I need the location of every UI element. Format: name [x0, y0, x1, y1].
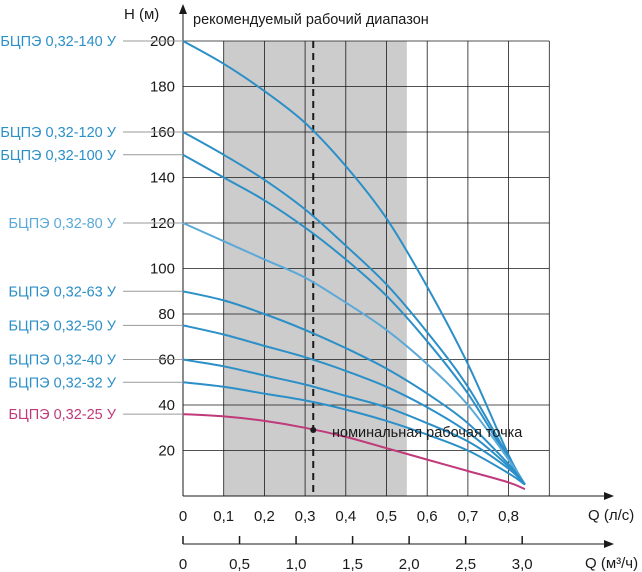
range-band-label: рекомендуемый рабочий диапазон: [193, 12, 429, 28]
series-label: БЦПЭ 0,32-63 У: [8, 284, 116, 300]
y-tick-label: 100: [150, 261, 175, 278]
grid-layer: [183, 40, 550, 496]
x2-tick-label: 3,0: [512, 556, 533, 572]
series-line: [182, 290, 526, 486]
series-line: [182, 324, 526, 486]
series-line: [182, 131, 526, 486]
x-tick-label: 0,6: [417, 508, 438, 525]
y-tick-label: 40: [158, 397, 175, 414]
x2-tick-label: 0,5: [229, 556, 250, 572]
y-tick-label: 20: [158, 443, 175, 460]
y-tick-label: 80: [158, 306, 175, 323]
x-tick-label: 0,3: [295, 508, 316, 525]
x-axis-arrow: [604, 492, 614, 500]
series-label: БЦПЭ 0,32-25 У: [8, 407, 116, 423]
labels-layer: БЦПЭ 0,32-140 У БЦПЭ 0,32-120 У БЦПЭ 0,32-…: [0, 34, 317, 434]
x2-axis-title: Q (м³/ч): [585, 555, 638, 572]
series-label: БЦПЭ 0,32-140 У: [0, 34, 116, 50]
y-tick-label: 180: [150, 79, 175, 96]
series-line: [182, 40, 526, 486]
y-axis-arrow: [179, 4, 187, 14]
x-tick-label: 0,2: [254, 508, 275, 525]
x2-tick-label: 2,5: [455, 556, 476, 572]
series-layer: [182, 40, 526, 491]
nominal-point-label: номинальная рабочая точка: [332, 425, 523, 441]
x-tick-label: 0: [179, 508, 187, 525]
x-axis-title: Q (л/с): [588, 507, 634, 524]
x2-tick-label: 0: [179, 556, 187, 572]
series-line: [182, 222, 526, 486]
series-line: [182, 381, 526, 486]
x2-axis-arrow: [604, 540, 614, 548]
x-tick-label: 0,4: [335, 508, 356, 525]
y-axis-title: H (м): [124, 6, 159, 23]
series-label: БЦПЭ 0,32-50 У: [8, 318, 116, 334]
x-tick-label: 0,7: [457, 508, 478, 525]
x-tick-label: 0,1: [213, 508, 234, 525]
x-tick-label: 0,5: [376, 508, 397, 525]
series-label: БЦПЭ 0,32-100 У: [0, 148, 116, 164]
x2-tick-label: 1,0: [286, 556, 307, 572]
y-tick-label: 140: [150, 170, 175, 187]
series-label: БЦПЭ 0,32-80 У: [8, 216, 116, 232]
series-label: БЦПЭ 0,32-120 У: [0, 125, 116, 141]
series-line: [182, 153, 526, 486]
x2-tick-label: 1,5: [342, 556, 363, 572]
series-line: [182, 413, 526, 491]
x2-tick-label: 2,0: [399, 556, 420, 572]
x-tick-label: 0,8: [498, 508, 519, 525]
series-label: БЦПЭ 0,32-32 У: [8, 375, 116, 391]
series-line: [182, 358, 526, 486]
nominal-point-marker: [310, 427, 317, 434]
series-label: БЦПЭ 0,32-40 У: [8, 353, 116, 369]
